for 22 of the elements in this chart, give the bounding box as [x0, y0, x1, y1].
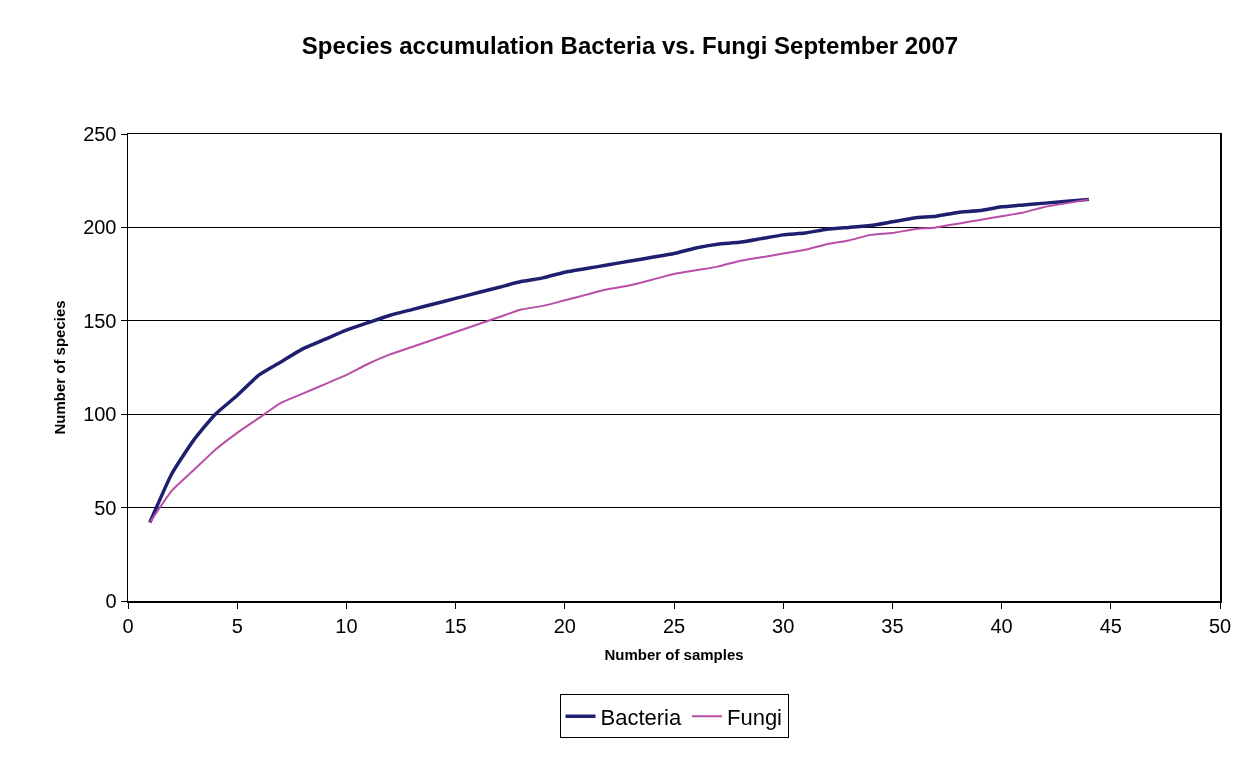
chart-title: Species accumulation Bacteria vs. Fungi September 2007	[301, 32, 959, 60]
y-tick-label: 50	[94, 496, 117, 519]
y-tick-label: 100	[83, 403, 117, 426]
legend-label: Bacteria	[600, 704, 682, 730]
y-tick-label: 200	[83, 216, 117, 239]
x-tick-label: 10	[335, 614, 358, 637]
x-tick-label: 35	[881, 614, 904, 637]
y-tick-label: 150	[83, 309, 117, 332]
x-axis-title: Number of samples	[604, 646, 744, 664]
y-tick-label: 0	[105, 590, 117, 612]
x-tick-label: 45	[1099, 614, 1122, 637]
legend-label: Fungi	[726, 704, 783, 730]
x-tick-label: 5	[231, 614, 243, 637]
y-tick-label: 250	[83, 123, 117, 145]
x-tick-label: 20	[553, 614, 576, 637]
x-tick-label: 25	[662, 614, 686, 637]
x-tick-label: 50	[1208, 614, 1232, 637]
y-axis-title: Number of species	[50, 300, 68, 435]
x-tick-label: 0	[122, 614, 134, 637]
x-tick-label: 40	[990, 614, 1013, 637]
x-tick-label: 15	[444, 614, 467, 637]
x-tick-label: 30	[772, 614, 795, 637]
